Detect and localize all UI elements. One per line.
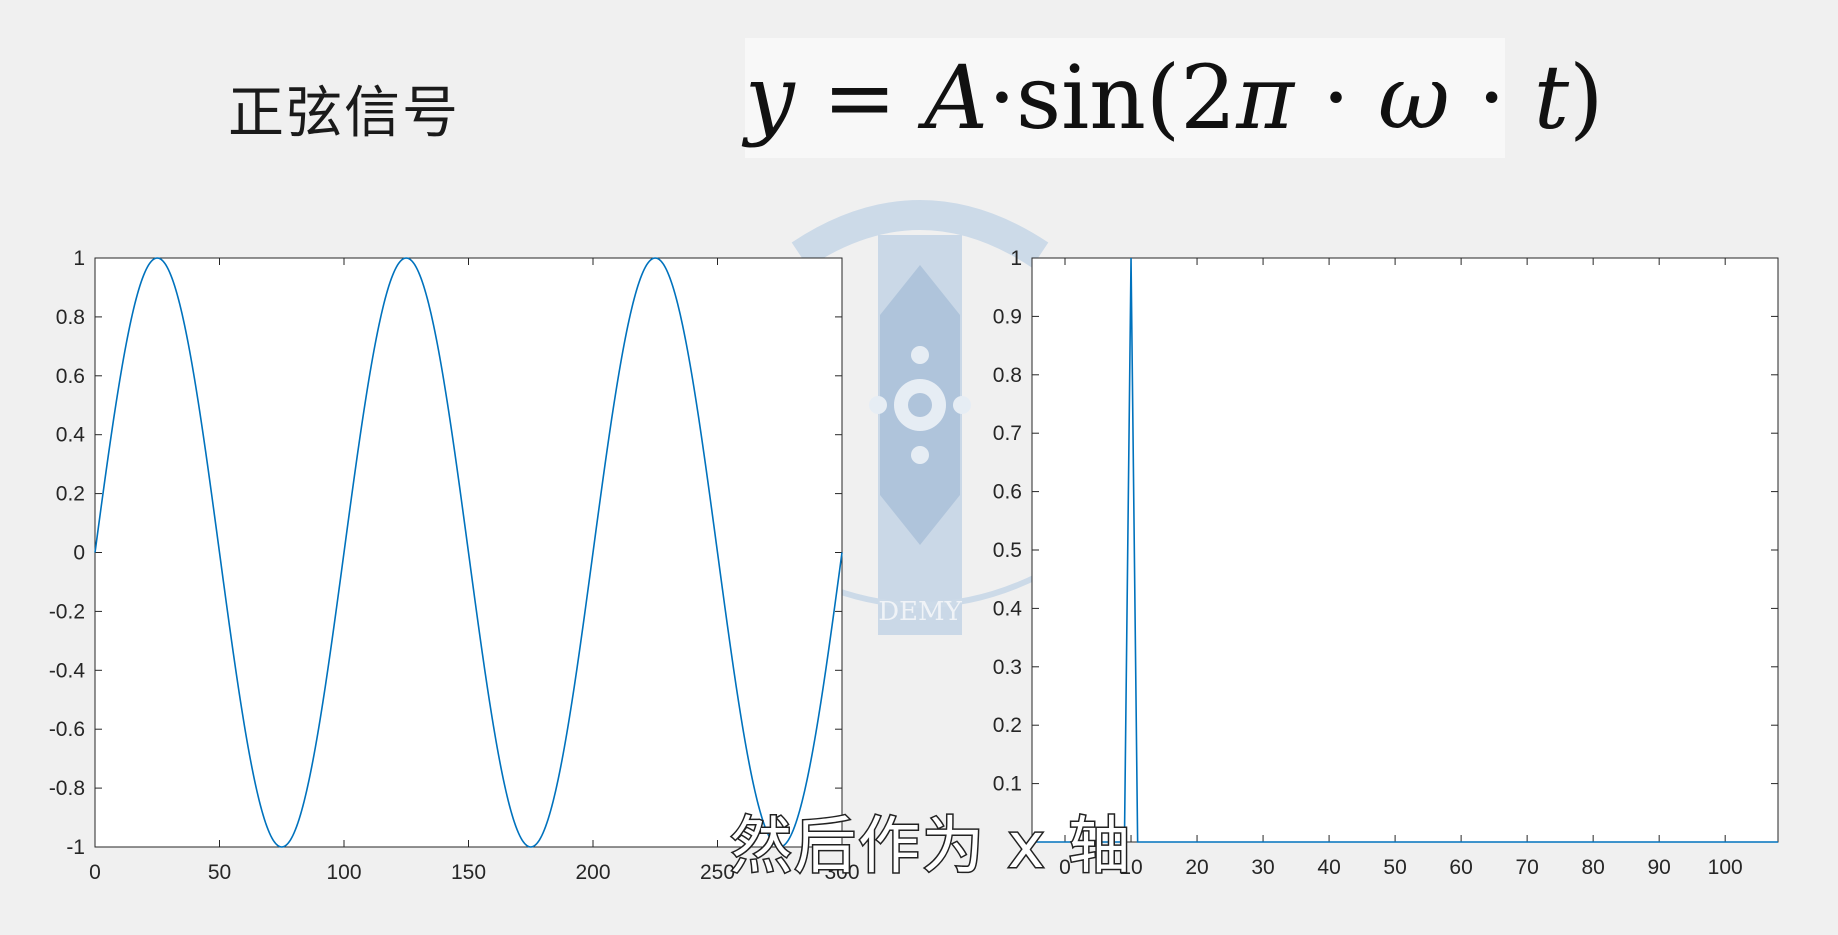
x-tick-label: 50	[208, 861, 231, 884]
y-tick-label: 1	[73, 247, 85, 270]
y-tick-label: -0.6	[49, 718, 85, 741]
x-tick-label: 40	[1317, 856, 1340, 879]
y-tick-label: -0.8	[49, 777, 85, 800]
y-tick-label: 0.4	[56, 424, 86, 447]
y-tick-label: -1	[66, 836, 85, 859]
y-tick-label: 0	[73, 542, 85, 565]
formula-pi: π	[1236, 46, 1295, 149]
y-tick-label: 0.6	[993, 481, 1022, 504]
y-tick-label: 0.1	[993, 773, 1022, 796]
y-tick-label: 0.2	[993, 714, 1022, 737]
y-tick-label: -0.4	[49, 659, 86, 682]
x-tick-label: 200	[575, 861, 610, 884]
x-tick-label: 150	[451, 861, 486, 884]
subtitle-caption: 然后作为 x 轴	[728, 808, 1133, 884]
formula-sin: sin(2	[1015, 46, 1237, 149]
spectrum-chart: 0 10 20 30 40 50 60 70 80 90 100 0.1 0.2 0.3 0.4 0.5 0.6…	[993, 247, 1779, 879]
y-tick-label: 0.4	[993, 597, 1023, 620]
formula-dot: ·	[987, 46, 1016, 149]
formula-y: y	[745, 46, 795, 149]
formula-amplitude: A	[924, 46, 988, 149]
sine-series-line	[94, 257, 843, 848]
x-tick-label: 20	[1185, 856, 1208, 879]
watermark-text: DEMY	[878, 597, 962, 627]
x-tick-label: 10	[1119, 856, 1142, 879]
x-tick-label: 0	[1059, 856, 1071, 879]
x-tick-label: 300	[824, 861, 859, 884]
formula-dot: ·	[1449, 46, 1534, 149]
x-tick-label: 0	[89, 861, 101, 884]
y-tick-label: 0.2	[56, 483, 85, 506]
y-tick-label: 1	[1010, 247, 1022, 270]
y-tick-label: 0.9	[993, 305, 1022, 328]
y-tick-label: 0.5	[993, 539, 1022, 562]
x-tick-label: 250	[700, 861, 735, 884]
x-tick-label: 100	[1708, 856, 1743, 879]
x-tick-label: 100	[326, 861, 361, 884]
formula-t: t	[1533, 46, 1570, 149]
slide-title: 正弦信号	[228, 81, 460, 146]
x-tick-label: 60	[1449, 856, 1472, 879]
formula-close-paren: )	[1569, 46, 1604, 149]
y-tick-label: 0.3	[993, 656, 1022, 679]
x-tick-label: 80	[1581, 856, 1604, 879]
y-tick-label: 0.8	[56, 306, 85, 329]
formula-equals: =	[794, 46, 925, 149]
x-tick-label: 30	[1251, 856, 1274, 879]
y-tick-label: 0.7	[993, 422, 1022, 445]
y-tick-label: 0.6	[56, 365, 85, 388]
formula-dot: ·	[1294, 46, 1379, 149]
plot-area	[1031, 257, 1779, 843]
watermark-logo: DEMY	[791, 200, 1049, 635]
y-tick-label: 0.8	[993, 364, 1022, 387]
x-tick-label: 70	[1515, 856, 1538, 879]
x-tick-label: 50	[1383, 856, 1406, 879]
formula-omega: ω	[1378, 46, 1450, 149]
spectrum-series-line	[1032, 257, 1778, 843]
x-tick-label: 90	[1647, 856, 1670, 879]
sine-formula: y = A·sin(2π · ω · t)	[745, 38, 1603, 158]
y-tick-label: -0.2	[49, 600, 85, 623]
sine-signal-chart: 0 50 100 150 200 250 300 -1 -0.8 -0.6 -0.4 -0.2 0 0.2…	[49, 247, 860, 884]
